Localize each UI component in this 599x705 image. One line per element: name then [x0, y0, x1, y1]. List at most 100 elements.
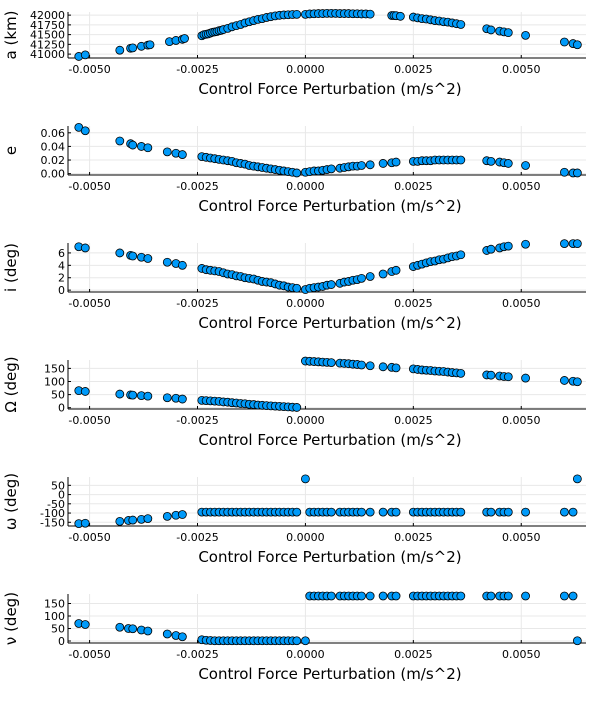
x-tick-label: -0.0025	[176, 531, 218, 544]
data-point	[521, 591, 530, 601]
data-point	[162, 393, 172, 403]
x-axis-label: Control Force Perturbation (m/s^2)	[198, 665, 461, 683]
y-axis-label: i (deg)	[2, 243, 20, 292]
y-tick-label: 41000	[30, 48, 65, 61]
y-tick-label: -50	[47, 498, 65, 511]
data-point	[560, 376, 569, 385]
data-point	[357, 507, 366, 517]
data-point	[326, 591, 336, 601]
x-tick-label: 0.0050	[502, 648, 541, 661]
data-point	[80, 126, 90, 136]
data-point	[521, 30, 530, 40]
data-point	[177, 150, 187, 159]
y-tick-label: 50	[51, 623, 65, 636]
data-point	[572, 636, 582, 646]
y-tick-label: 2	[58, 272, 65, 285]
data-point	[486, 370, 496, 380]
data-point	[456, 507, 466, 517]
data-point	[177, 260, 187, 270]
data-point	[521, 161, 530, 170]
data-point	[115, 622, 125, 632]
data-point	[326, 164, 336, 174]
data-point	[456, 591, 466, 601]
x-axis-label: Control Force Perturbation (m/s^2)	[198, 197, 461, 215]
data-point	[143, 391, 153, 401]
data-point	[486, 507, 496, 517]
data-point	[456, 250, 466, 260]
x-tick-label: 0.0000	[286, 531, 325, 544]
x-tick-label: 0.0050	[502, 180, 541, 193]
y-tick-label: 0.06	[41, 127, 66, 140]
y-tick-label: 42000	[30, 9, 65, 22]
y-tick-label: 41750	[30, 19, 65, 32]
data-point	[292, 283, 302, 293]
x-tick-label: -0.0050	[68, 63, 110, 76]
data-point	[521, 507, 530, 517]
data-point	[115, 389, 125, 399]
x-tick-label: 0.0000	[286, 297, 325, 310]
data-point	[378, 362, 388, 372]
y-tick-label: 41250	[30, 38, 65, 51]
x-tick-label: -0.0025	[176, 63, 218, 76]
x-tick-label: -0.0050	[68, 414, 110, 427]
y-tick-label: -100	[40, 507, 65, 520]
data-point	[292, 403, 302, 412]
y-tick-label: -150	[40, 516, 65, 529]
data-point	[560, 167, 569, 177]
data-point	[503, 28, 513, 38]
data-point	[301, 636, 310, 646]
data-point	[115, 248, 125, 258]
data-point	[357, 591, 366, 601]
data-point	[115, 516, 125, 526]
x-tick-label: 0.0000	[286, 180, 325, 193]
data-point	[162, 629, 172, 639]
data-point	[128, 251, 138, 261]
data-point	[115, 45, 125, 55]
x-axis-label: Control Force Perturbation (m/s^2)	[198, 431, 461, 449]
y-tick-label: 0	[58, 489, 65, 502]
x-tick-label: 0.0025	[394, 648, 433, 661]
y-tick-label: 41500	[30, 29, 65, 42]
data-point	[143, 626, 153, 636]
data-point	[177, 632, 187, 642]
x-tick-label: 0.0025	[394, 414, 433, 427]
data-point	[143, 514, 153, 524]
data-point	[560, 37, 569, 47]
x-tick-label: 0.0050	[502, 531, 541, 544]
data-point	[162, 147, 172, 157]
y-tick-label: 0	[58, 635, 65, 648]
data-point	[568, 507, 578, 517]
y-tick-label: 100	[44, 375, 65, 388]
y-tick-label: 0.04	[41, 140, 66, 153]
data-point	[326, 507, 336, 517]
y-tick-label: 150	[44, 598, 65, 611]
x-tick-label: 0.0050	[502, 63, 541, 76]
x-tick-label: 0.0000	[286, 414, 325, 427]
y-tick-label: 0	[58, 402, 65, 415]
data-point	[80, 50, 90, 60]
x-tick-label: -0.0050	[68, 531, 110, 544]
x-tick-label: -0.0050	[68, 180, 110, 193]
data-point	[128, 390, 138, 400]
data-point	[456, 20, 466, 29]
data-point	[486, 25, 496, 35]
data-point	[521, 373, 530, 383]
y-axis-label: Ω (deg)	[2, 356, 20, 412]
x-tick-label: 0.0050	[502, 414, 541, 427]
data-point	[572, 377, 582, 387]
data-point	[503, 159, 513, 168]
data-point	[177, 394, 187, 404]
data-point	[145, 40, 155, 50]
x-axis-label: Control Force Perturbation (m/s^2)	[198, 314, 461, 332]
data-point	[128, 43, 138, 53]
data-point	[115, 136, 125, 146]
y-axis-label: e	[2, 146, 20, 155]
data-point	[177, 510, 187, 519]
data-point	[456, 155, 466, 165]
data-point	[301, 474, 310, 484]
y-tick-label: 100	[44, 610, 65, 623]
data-point	[357, 273, 366, 283]
x-tick-label: -0.0025	[176, 648, 218, 661]
y-tick-label: 0.00	[41, 168, 66, 181]
x-tick-label: 0.0025	[394, 297, 433, 310]
